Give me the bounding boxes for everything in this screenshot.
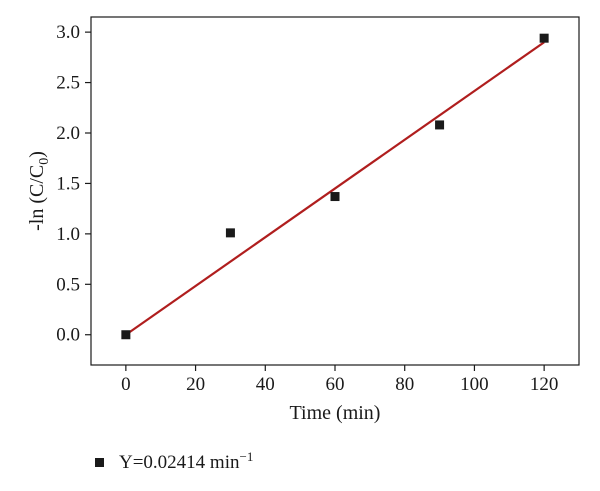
y-axis-title-close: ) [26, 151, 48, 158]
data-point [121, 330, 131, 340]
x-tick-label: 60 [326, 374, 345, 395]
data-point [330, 192, 340, 202]
y-axis-title-subscript: 0 [37, 158, 52, 165]
fit-line [125, 41, 545, 336]
legend-label-superscript: −1 [240, 449, 254, 464]
x-axis-ticks: 0 20 40 60 80 100 120 [121, 365, 558, 395]
y-tick-label: 0.0 [56, 325, 80, 346]
legend-marker [95, 458, 104, 467]
x-tick-label: 20 [186, 374, 205, 395]
y-tick-label: 2.5 [56, 73, 80, 94]
x-axis-title: Time (min) [290, 402, 381, 424]
legend-label-main: Y=0.02414 min [119, 452, 240, 473]
data-point [435, 120, 445, 130]
x-tick-label: 0 [121, 374, 131, 395]
y-axis-ticks: 0.0 0.5 1.0 1.5 2.0 2.5 3.0 [56, 22, 91, 346]
y-tick-label: 1.5 [56, 173, 80, 194]
y-tick-label: 2.0 [56, 123, 80, 144]
data-marks [121, 33, 549, 340]
data-point [539, 33, 549, 43]
data-point [225, 228, 235, 238]
legend: Y=0.02414 min−1 [95, 449, 253, 473]
legend-label: Y=0.02414 min−1 [119, 449, 253, 473]
x-tick-label: 80 [395, 374, 414, 395]
y-tick-label: 0.5 [56, 274, 80, 295]
y-tick-label: 1.0 [56, 224, 80, 245]
x-tick-label: 100 [460, 374, 489, 395]
x-tick-label: 40 [256, 374, 275, 395]
y-tick-label: 3.0 [56, 22, 80, 43]
y-axis-title-main: -ln (C/C [26, 165, 48, 231]
y-axis-title: -ln (C/C0) [26, 151, 52, 231]
x-tick-label: 120 [530, 374, 559, 395]
